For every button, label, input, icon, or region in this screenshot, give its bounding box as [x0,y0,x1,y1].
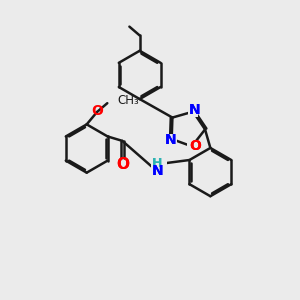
Bar [167,134,177,144]
Text: N: N [189,103,200,117]
Text: CH₃: CH₃ [118,94,140,107]
Text: O: O [189,139,201,153]
Text: O: O [116,157,129,172]
Text: O: O [116,157,129,172]
Text: N: N [189,103,200,117]
Text: N: N [152,164,163,178]
Text: H: H [152,157,163,170]
Bar [151,160,167,176]
Text: N: N [152,164,163,178]
Text: N: N [164,134,176,148]
Bar [116,160,128,170]
Text: N: N [164,134,176,148]
Bar [188,106,198,117]
Text: H: H [152,157,163,170]
Bar [187,141,197,152]
Text: O: O [92,103,103,118]
Text: O: O [189,139,201,153]
